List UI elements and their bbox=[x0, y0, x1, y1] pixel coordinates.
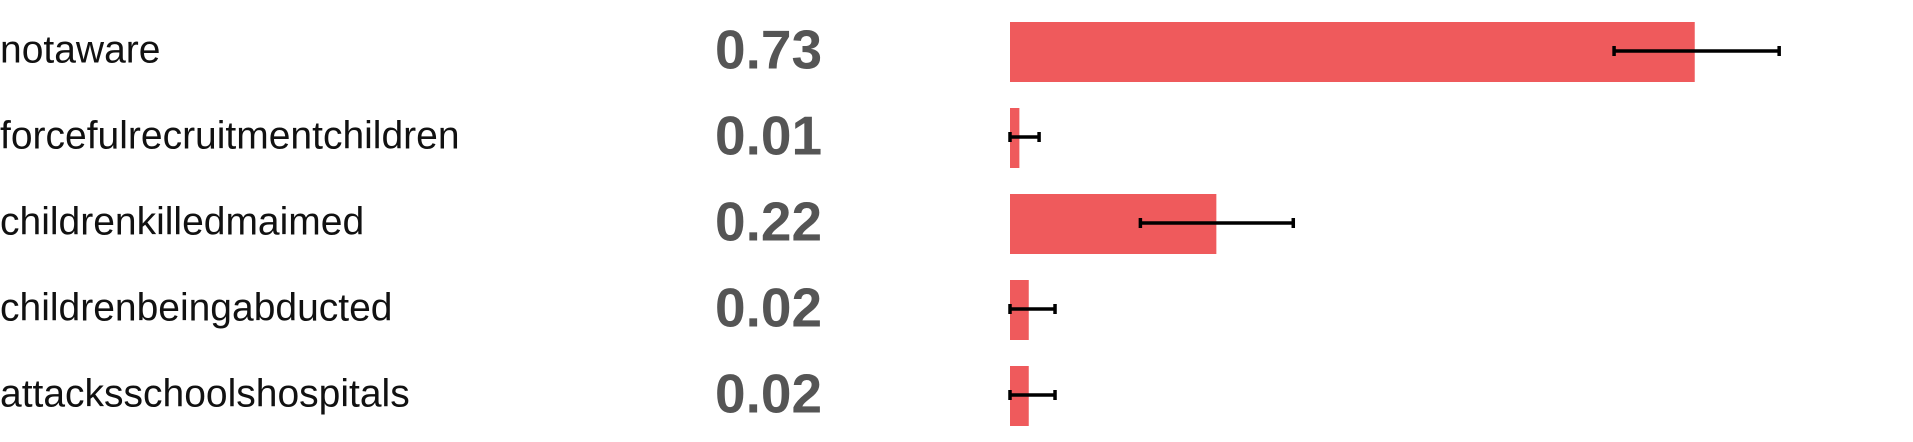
error-bar bbox=[1138, 218, 1296, 228]
category-label: attacksschoolshospitals bbox=[0, 372, 410, 415]
error-bar bbox=[1008, 390, 1057, 400]
bars bbox=[1010, 22, 1695, 426]
error-bars bbox=[1008, 46, 1781, 400]
value-label: 0.73 bbox=[715, 19, 822, 81]
value-label: 0.01 bbox=[715, 105, 822, 167]
bar bbox=[1010, 22, 1695, 82]
category-label: childrenkilledmaimed bbox=[0, 200, 364, 243]
value-label: 0.02 bbox=[715, 277, 822, 339]
category-labels: notaware forcefulrecruitmentchildren child… bbox=[0, 28, 460, 415]
error-bar bbox=[1008, 304, 1057, 314]
value-labels: 0.73 0.01 0.22 0.02 0.02 bbox=[715, 19, 822, 425]
category-label: childrenbeingabducted bbox=[0, 286, 392, 329]
value-label: 0.02 bbox=[715, 363, 822, 425]
category-label: notaware bbox=[0, 28, 160, 71]
error-bar bbox=[1008, 132, 1041, 142]
value-label: 0.22 bbox=[715, 191, 822, 253]
error-bar bbox=[1612, 46, 1781, 56]
category-label: forcefulrecruitmentchildren bbox=[0, 114, 460, 157]
